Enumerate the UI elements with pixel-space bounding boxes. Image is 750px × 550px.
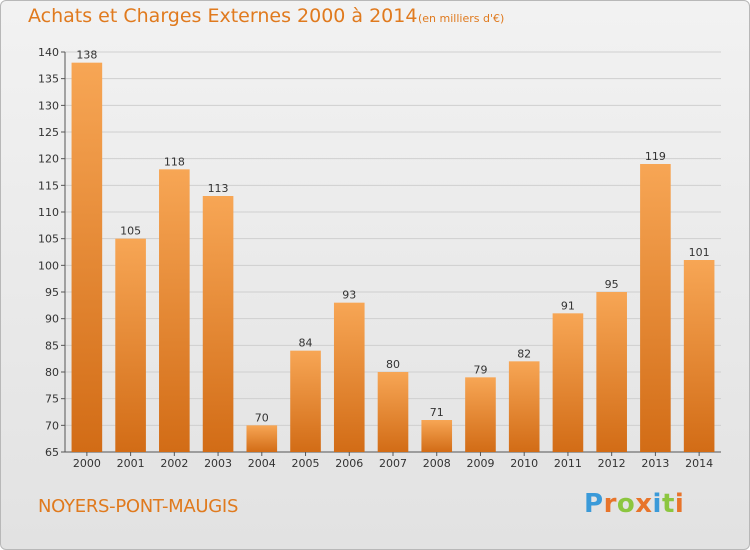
y-tick-label: 75 xyxy=(45,393,59,406)
value-label: 70 xyxy=(255,411,269,424)
place-name: NOYERS-PONT-MAUGIS xyxy=(38,496,239,517)
bar xyxy=(246,425,278,452)
x-tick-label: 2011 xyxy=(554,457,582,470)
x-tick-label: 2008 xyxy=(423,457,451,470)
bar xyxy=(333,302,365,452)
proxiti-logo: Proxiti xyxy=(584,489,684,519)
value-label: 101 xyxy=(689,246,710,259)
bar xyxy=(159,169,190,453)
chart-subtitle: (en milliers d'€) xyxy=(418,12,505,25)
logo-letter: i xyxy=(652,489,662,519)
bar xyxy=(71,62,103,453)
value-label: 84 xyxy=(299,337,313,350)
value-label: 95 xyxy=(605,278,619,291)
x-tick-label: 2007 xyxy=(379,457,407,470)
bar xyxy=(596,292,627,452)
y-tick-label: 90 xyxy=(45,313,59,326)
value-label: 82 xyxy=(517,347,531,360)
x-tick-labels: 2000 2001 2002 2003 2004 2005 2006 2007 2008 2009… xyxy=(73,457,713,470)
bar xyxy=(465,377,496,452)
x-tick-label: 2000 xyxy=(73,457,101,470)
y-tick-label: 95 xyxy=(45,286,59,299)
x-tick-label: 2006 xyxy=(335,457,363,470)
x-tick-label: 2004 xyxy=(248,457,276,470)
x-tick-label: 2014 xyxy=(685,457,713,470)
x-tick-label: 2002 xyxy=(160,457,188,470)
y-tick-label: 110 xyxy=(38,206,59,219)
bar xyxy=(552,313,584,452)
bar xyxy=(290,350,321,452)
value-label: 79 xyxy=(473,363,487,376)
y-tick-label: 120 xyxy=(38,153,59,166)
bar xyxy=(421,420,453,452)
bar xyxy=(202,196,234,452)
value-label: 93 xyxy=(342,289,356,302)
y-tick-label: 85 xyxy=(45,339,59,352)
logo-letter: o xyxy=(616,489,636,519)
chart-title: Achats et Charges Externes 2000 à 2014 xyxy=(28,5,418,27)
y-tick-label: 135 xyxy=(38,73,59,86)
bar xyxy=(683,260,715,452)
x-tick-label: 2005 xyxy=(292,457,320,470)
value-label: 105 xyxy=(120,225,141,238)
x-tick-label: 2001 xyxy=(117,457,145,470)
y-tick-label: 130 xyxy=(38,99,59,112)
logo-letter: t xyxy=(661,489,675,519)
x-tick-label: 2003 xyxy=(204,457,232,470)
value-label: 138 xyxy=(76,49,97,62)
bar xyxy=(377,372,409,452)
value-label: 80 xyxy=(386,358,400,371)
y-tick-label: 65 xyxy=(45,446,59,459)
bar xyxy=(640,164,671,452)
y-tick-label: 105 xyxy=(38,233,59,246)
value-label: 71 xyxy=(430,406,444,419)
value-label: 119 xyxy=(645,150,666,163)
y-tick-label: 115 xyxy=(38,179,59,192)
x-tick-label: 2010 xyxy=(510,457,538,470)
y-tick-label: 140 xyxy=(38,46,59,59)
bars xyxy=(71,62,715,453)
bar xyxy=(115,238,146,452)
x-tick-label: 2013 xyxy=(641,457,669,470)
y-tick-label: 100 xyxy=(38,259,59,272)
y-tick-labels: 65 70 75 80 85 90 95 100 105 110 115 120 125 130 135 14… xyxy=(38,46,59,459)
value-labels: 138 105 118 113 70 84 93 80 71 79 82 91 95 119 101 xyxy=(76,49,709,425)
logo-letter: P xyxy=(584,489,604,519)
logo-letter: r xyxy=(603,489,617,519)
value-label: 91 xyxy=(561,299,575,312)
logo-letter: i xyxy=(674,489,685,519)
y-tick-label: 125 xyxy=(38,126,59,139)
value-label: 118 xyxy=(164,155,185,168)
x-tick-label: 2009 xyxy=(466,457,494,470)
y-tick-label: 80 xyxy=(45,366,59,379)
y-tick-label: 70 xyxy=(45,419,59,432)
bar xyxy=(508,361,540,452)
logo-letter: x xyxy=(635,489,653,519)
value-label: 113 xyxy=(208,182,229,195)
x-tick-label: 2012 xyxy=(598,457,626,470)
